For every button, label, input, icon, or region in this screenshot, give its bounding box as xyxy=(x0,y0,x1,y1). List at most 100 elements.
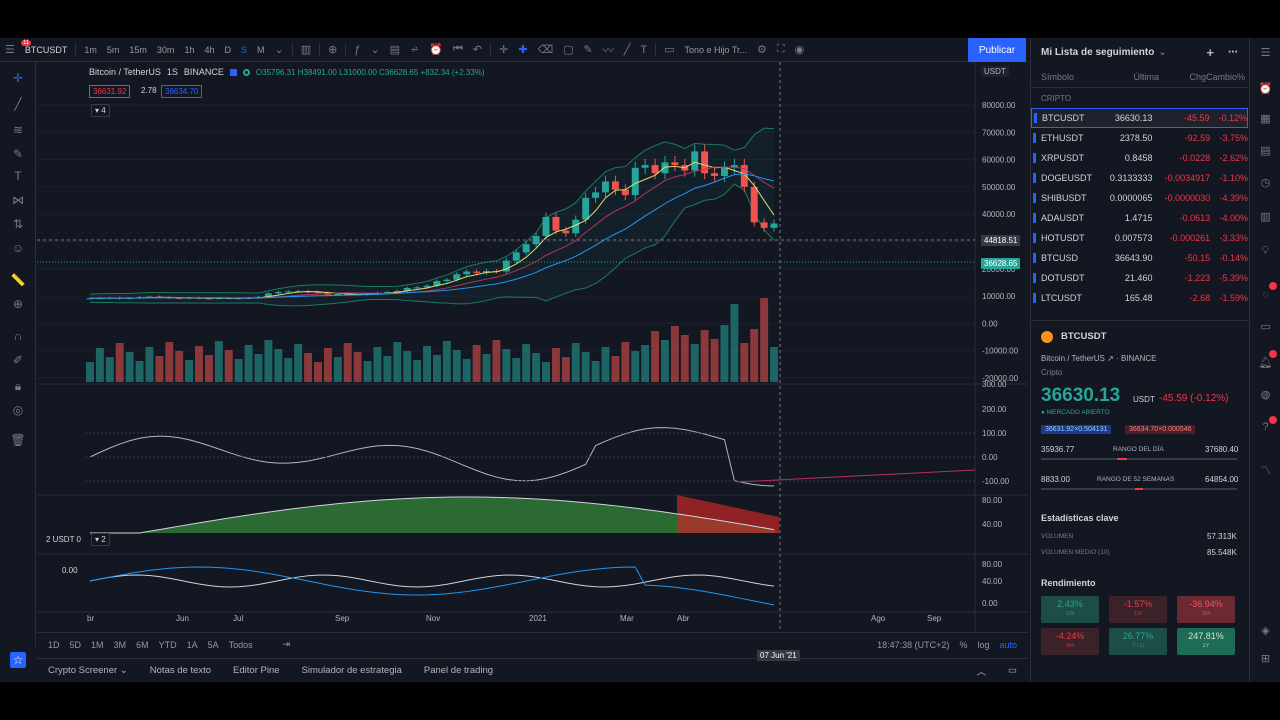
tab-strategy-tester[interactable]: Simulador de estrategia xyxy=(301,665,402,676)
text-tool-icon[interactable]: T xyxy=(640,43,648,56)
ask-price-box[interactable]: 36634.70 xyxy=(161,85,203,98)
brush-icon[interactable]: ✎ xyxy=(12,147,24,161)
zoom-icon[interactable]: ⊕ xyxy=(12,297,24,311)
col-last[interactable]: Última xyxy=(1133,71,1159,82)
cursor-icon[interactable]: ✚ xyxy=(518,44,528,56)
data-window-icon[interactable]: ▦ xyxy=(1260,113,1271,125)
log-toggle[interactable]: log xyxy=(977,639,990,650)
interval-s[interactable]: S xyxy=(240,44,247,55)
templates-icon[interactable]: ⩫ xyxy=(410,44,420,56)
eye-icon[interactable]: ◎ xyxy=(12,403,24,417)
ruler-icon[interactable]: 📏 xyxy=(10,273,26,287)
percent-toggle[interactable]: % xyxy=(959,639,968,650)
lower-legend-toggle[interactable]: ▾ 2 xyxy=(91,533,110,546)
price-chart[interactable]: 80000.00 70000.00 60000.00 50000.00 40000.00… xyxy=(37,62,1028,632)
range-5a[interactable]: 5A xyxy=(207,639,219,650)
hotlists-icon[interactable]: ▤ xyxy=(1260,145,1271,157)
legend-title[interactable]: Bitcoin / TetherUS xyxy=(89,67,161,77)
interval-4h[interactable]: 4h xyxy=(204,44,215,55)
trendline-icon[interactable]: ╱ xyxy=(623,44,631,56)
flag-icon[interactable] xyxy=(229,68,237,76)
path-icon[interactable]: 〰 xyxy=(602,44,614,57)
alerts-icon[interactable]: ⏰ xyxy=(1258,83,1273,95)
layout-icon[interactable]: ▭ xyxy=(664,44,675,56)
interval-1m[interactable]: 1m xyxy=(84,44,97,55)
performance-cell[interactable]: 26.77% YTD xyxy=(1109,628,1167,655)
rectangle-icon[interactable]: ▢ xyxy=(563,44,574,56)
auto-toggle[interactable]: auto xyxy=(999,639,1017,650)
watchlist-row[interactable]: XRPUSDT 0.8458 -0.0228 -2.62% xyxy=(1031,148,1248,168)
broadcast-icon[interactable]: ◍ xyxy=(1260,389,1271,401)
prediction-icon[interactable]: ⇅ xyxy=(12,217,24,231)
performance-cell[interactable]: 247.81% 1Y xyxy=(1177,628,1235,655)
performance-cell[interactable]: -4.24% 6M xyxy=(1041,628,1099,655)
indicators-icon[interactable]: ƒ xyxy=(354,43,361,56)
watchlist-row[interactable]: BTCUSD 36643.90 -50.15 -0.14% xyxy=(1031,248,1248,268)
chat-icon[interactable]: ◌ xyxy=(1262,289,1269,301)
watchlist-row[interactable]: ADAUSDT 1.4715 -0.0613 -4.00% xyxy=(1031,208,1248,228)
fullscreen-icon[interactable]: ⛶ xyxy=(776,43,785,55)
goto-date-icon[interactable]: ⇥ xyxy=(282,639,291,649)
interval-15m[interactable]: 15m xyxy=(129,44,147,55)
eraser-icon[interactable]: ⌫ xyxy=(537,44,554,56)
lock-icon[interactable]: 🔒︎ xyxy=(14,379,22,393)
notifications-icon[interactable]: 🔔︎ xyxy=(1258,357,1273,369)
interval-d[interactable]: D xyxy=(224,44,231,55)
watchlist-title[interactable]: Mi Lista de seguimiento xyxy=(1041,46,1155,58)
chevron-down-icon[interactable]: ⌄ xyxy=(1158,46,1167,58)
maximize-icon[interactable]: ▭ xyxy=(1008,665,1017,676)
range-3m[interactable]: 3M xyxy=(113,639,127,650)
magnet-icon[interactable]: ∩ xyxy=(13,329,23,343)
range-1m[interactable]: 1M xyxy=(91,639,104,650)
tab-text-notes[interactable]: Notas de texto xyxy=(149,665,212,676)
layout-name[interactable]: Tono e Hijo Tr... xyxy=(684,44,748,55)
favorites-star-icon[interactable]: ☆ xyxy=(10,652,26,668)
replay-icon[interactable]: ⏮ xyxy=(453,43,463,55)
text-icon[interactable]: T xyxy=(14,169,22,183)
interval-1h[interactable]: 1h xyxy=(184,44,195,55)
watchlist-row[interactable]: DOGEUSDT 0.3133333 -0.0034917 -1.10% xyxy=(1031,168,1248,188)
range-1d[interactable]: 1D xyxy=(48,639,60,650)
performance-cell[interactable]: -36.94% 3M xyxy=(1177,596,1235,623)
interval-5m[interactable]: 5m xyxy=(106,44,120,55)
chevron-down-icon[interactable]: ⌄ xyxy=(274,44,284,56)
alert-icon[interactable]: ⏰ xyxy=(429,44,443,56)
streams-icon[interactable]: 💡︎ xyxy=(1261,245,1270,257)
tab-crypto-screener[interactable]: Crypto Screener ⌄ xyxy=(48,665,128,676)
chart-area[interactable]: 80000.00 70000.00 60000.00 50000.00 40000.00… xyxy=(37,62,1028,661)
performance-cell[interactable]: 2.43% 1W xyxy=(1041,596,1099,623)
bid-price-box[interactable]: 36631.92 xyxy=(89,85,131,98)
pattern-icon[interactable]: ⋈ xyxy=(12,193,24,207)
calendar-icon[interactable]: ◷ xyxy=(1260,177,1271,189)
range-1a[interactable]: 1A xyxy=(186,639,198,650)
pencil-lock-icon[interactable]: ✐ xyxy=(12,353,24,367)
brush-icon[interactable]: ✎ xyxy=(583,44,593,56)
interval-m[interactable]: M xyxy=(256,44,265,55)
symbol-search-button[interactable]: BTCUSDT xyxy=(24,44,68,55)
clock[interactable]: 18:47:38 (UTC+2) xyxy=(877,639,950,650)
undo-icon[interactable]: ↶ xyxy=(472,44,483,56)
watchlist-row[interactable]: LTCUSDT 165.48 -2.68 -1.59% xyxy=(1031,288,1248,308)
collapse-icon[interactable]: ︿ xyxy=(976,666,987,678)
tab-trading-panel[interactable]: Panel de trading xyxy=(423,665,494,676)
crosshair-icon[interactable]: ✛ xyxy=(499,44,509,56)
watchlist-row[interactable]: SHIBUSDT 0.0000065 -0.0000030 -4.39% xyxy=(1031,188,1248,208)
add-symbol-icon[interactable]: + xyxy=(1206,44,1214,60)
range-6m[interactable]: 6M xyxy=(136,639,149,650)
emoji-icon[interactable]: ☺ xyxy=(11,241,25,255)
trendline-icon[interactable]: ╱ xyxy=(14,97,22,111)
compare-icon[interactable]: ⊕ xyxy=(328,44,338,56)
trash-icon[interactable]: 🗑︎ xyxy=(10,433,26,447)
menu-icon[interactable]: ☰ xyxy=(5,44,15,56)
range-ytd[interactable]: YTD xyxy=(158,639,177,650)
crosshair-icon[interactable]: ✛ xyxy=(12,71,24,85)
watchlist-row[interactable]: DOTUSDT 21.460 -1.223 -5.39% xyxy=(1031,268,1248,288)
financials-icon[interactable]: ▤ xyxy=(389,44,401,56)
watchlist-row[interactable]: ETHUSDT 2378.50 -92.59 -3.75% xyxy=(1031,128,1248,148)
interval-30m[interactable]: 30m xyxy=(156,44,175,55)
candle-type-icon[interactable]: ▥ xyxy=(300,44,312,56)
grid-icon[interactable]: ⊞ xyxy=(1260,653,1271,665)
settings-icon[interactable]: ⚙ xyxy=(757,44,767,56)
messages-icon[interactable]: ▭ xyxy=(1260,321,1271,333)
col-change[interactable]: ChgCambio% xyxy=(1189,71,1245,82)
